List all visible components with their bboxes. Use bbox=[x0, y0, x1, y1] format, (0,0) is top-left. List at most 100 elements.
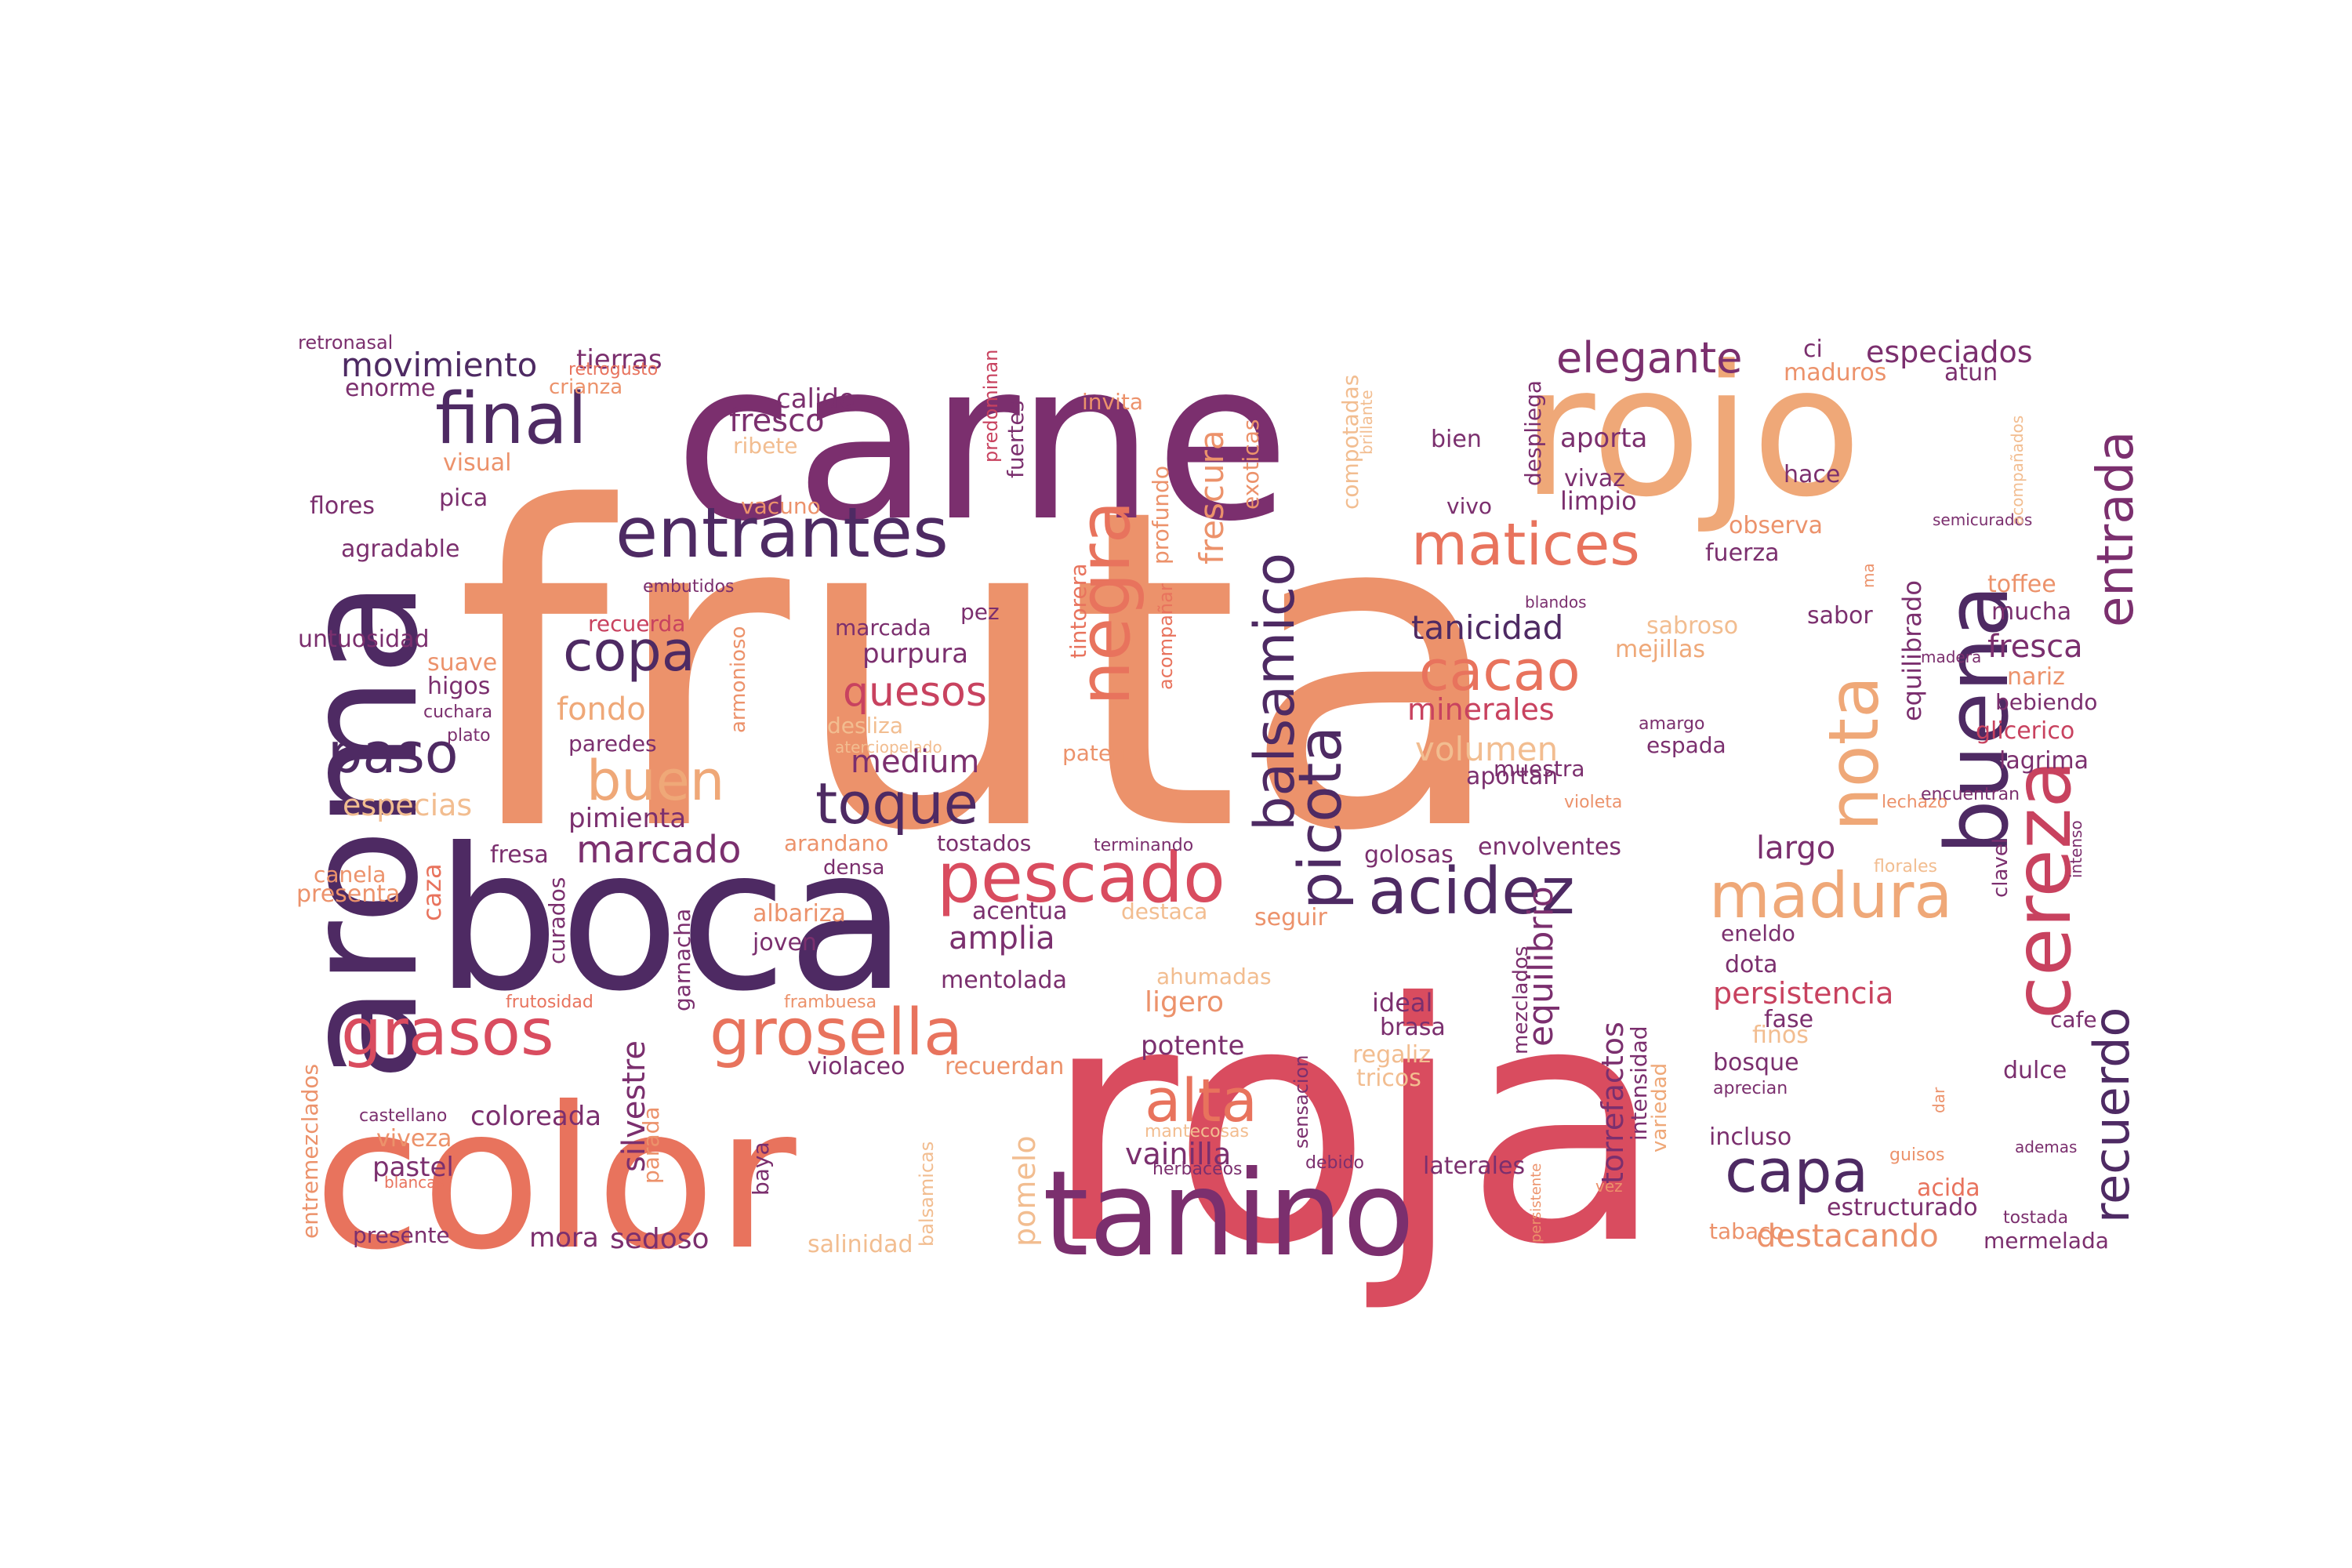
word-ribete: ribete bbox=[733, 433, 798, 459]
word-pomelo: pomelo bbox=[1007, 1135, 1042, 1247]
word-joven: joven bbox=[752, 929, 817, 956]
word-mentolada: mentolada bbox=[941, 967, 1067, 994]
word-presente: presente bbox=[353, 1222, 450, 1248]
word-agradable: agradable bbox=[341, 535, 459, 563]
word-madera: madera bbox=[1921, 648, 1981, 666]
word-mucha: mucha bbox=[1991, 598, 2071, 626]
word-clavel: clavel bbox=[1989, 838, 2013, 898]
word-roja: roja bbox=[1043, 934, 1665, 1317]
word-garnacha: garnacha bbox=[670, 909, 695, 1011]
word-recuerda: recuerda bbox=[588, 611, 685, 637]
word-minerales: minerales bbox=[1407, 692, 1555, 727]
word-lagrima: lagrima bbox=[1999, 747, 2089, 775]
word-canela: canela bbox=[314, 862, 386, 887]
word-recuerdan: recuerdan bbox=[945, 1053, 1064, 1080]
word-sedoso: sedoso bbox=[610, 1223, 710, 1255]
word-parada: parada bbox=[638, 1106, 664, 1184]
word-balsamico: balsamico bbox=[1243, 553, 1307, 831]
word-eneldo: eneldo bbox=[1721, 920, 1795, 946]
word-tostados: tostados bbox=[937, 830, 1031, 856]
word-despliega: despliega bbox=[1520, 380, 1546, 486]
word-plato: plato bbox=[447, 726, 491, 746]
word-marcado: marcado bbox=[576, 828, 742, 872]
word-bebiendo: bebiendo bbox=[1995, 689, 2097, 715]
word-encuentran: encuentran bbox=[1921, 785, 2020, 804]
word-regaliz: regaliz bbox=[1352, 1041, 1431, 1069]
word-patente: patente bbox=[1062, 740, 1148, 766]
word-amargo: amargo bbox=[1639, 714, 1704, 734]
word-bien: bien bbox=[1431, 426, 1482, 453]
word-vainilla: vainilla bbox=[1125, 1137, 1231, 1171]
word-limpio: limpio bbox=[1560, 486, 1637, 516]
word-sabroso: sabroso bbox=[1646, 612, 1738, 640]
word-fondo: fondo bbox=[557, 691, 646, 728]
word-toffee: toffee bbox=[1987, 571, 2056, 598]
word-calido: calido bbox=[776, 383, 855, 415]
word-alta: alta bbox=[1145, 1065, 1258, 1135]
word-matices: matices bbox=[1411, 511, 1640, 579]
word-sabor: sabor bbox=[1807, 602, 1873, 630]
word-tricos: tricos bbox=[1356, 1065, 1421, 1092]
word-cuchara: cuchara bbox=[423, 702, 492, 722]
word-bosque: bosque bbox=[1713, 1049, 1799, 1076]
word-blandos: blandos bbox=[1525, 593, 1587, 612]
word-vez: vez bbox=[1595, 1177, 1623, 1196]
word-violeta: violeta bbox=[1564, 793, 1622, 812]
word-tierras: tierras bbox=[576, 344, 662, 376]
word-especias: especias bbox=[343, 788, 472, 822]
word-frutosidad: frutosidad bbox=[506, 993, 593, 1012]
word-ma: ma bbox=[1859, 563, 1878, 588]
word-potente: potente bbox=[1141, 1030, 1244, 1062]
word-buena: buena bbox=[1927, 585, 2027, 855]
word-coloreada: coloreada bbox=[470, 1101, 601, 1132]
word-quesos: quesos bbox=[843, 669, 987, 716]
word-destacando: destacando bbox=[1756, 1218, 1939, 1254]
word-estructurado: estructurado bbox=[1827, 1194, 1978, 1221]
word-tostada: tostada bbox=[2003, 1208, 2068, 1228]
word-acompanar: acompañar bbox=[1155, 583, 1177, 690]
word-pimienta: pimienta bbox=[568, 803, 686, 834]
word-aporta: aporta bbox=[1560, 423, 1647, 454]
word-especiados: especiados bbox=[1866, 335, 2033, 369]
word-terminando: terminando bbox=[1094, 836, 1193, 855]
word-negra: negra bbox=[1064, 500, 1146, 706]
word-capa: capa bbox=[1725, 1136, 1868, 1206]
word-mantecosas: mantecosas bbox=[1145, 1122, 1249, 1142]
word-tanino: tanino bbox=[1043, 1146, 1414, 1283]
word-acentua: acentua bbox=[972, 898, 1068, 925]
word-frescura: frescura bbox=[1192, 430, 1231, 564]
word-elegante: elegante bbox=[1556, 333, 1742, 383]
word-silvestre: silvestre bbox=[616, 1040, 652, 1172]
word-mermelada: mermelada bbox=[1984, 1228, 2109, 1254]
word-entrada: entrada bbox=[2087, 431, 2145, 627]
word-herbaceos: herbaceos bbox=[1152, 1160, 1243, 1179]
word-salinidad: salinidad bbox=[808, 1231, 913, 1258]
word-enorme: enorme bbox=[345, 375, 435, 402]
word-picota: picota bbox=[1285, 726, 1355, 909]
word-sensacion: sensacion bbox=[1290, 1055, 1312, 1149]
word-observa: observa bbox=[1729, 512, 1823, 539]
word-profundo: profundo bbox=[1148, 466, 1174, 564]
word-presenta: presenta bbox=[296, 880, 400, 908]
word-armonioso: armonioso bbox=[727, 626, 750, 733]
word-recuerdo: recuerdo bbox=[2083, 1007, 2140, 1224]
word-incluso: incluso bbox=[1709, 1123, 1791, 1151]
word-cafe: cafe bbox=[2050, 1007, 2097, 1033]
word-suave: suave bbox=[427, 649, 497, 677]
word-aportan: aportan bbox=[1466, 763, 1558, 790]
word-aterciopelado: aterciopelado bbox=[835, 738, 942, 757]
word-violaceo: violaceo bbox=[808, 1053, 905, 1080]
word-copa: copa bbox=[563, 619, 695, 684]
word-semicurados: semicurados bbox=[1933, 510, 2032, 529]
word-visual: visual bbox=[443, 449, 511, 477]
word-dulce: dulce bbox=[2003, 1057, 2067, 1084]
word-tintorera: tintorera bbox=[1065, 564, 1091, 659]
word-fresco: fresco bbox=[729, 403, 825, 439]
word-finos: finos bbox=[1752, 1022, 1809, 1049]
word-mezclados: mezclados bbox=[1509, 946, 1533, 1054]
word-equilibrio: equilibrio bbox=[1521, 886, 1561, 1047]
word-ci: ci bbox=[1803, 336, 1823, 363]
word-nota: nota bbox=[1813, 676, 1894, 831]
word-aprecian: aprecian bbox=[1713, 1079, 1788, 1098]
